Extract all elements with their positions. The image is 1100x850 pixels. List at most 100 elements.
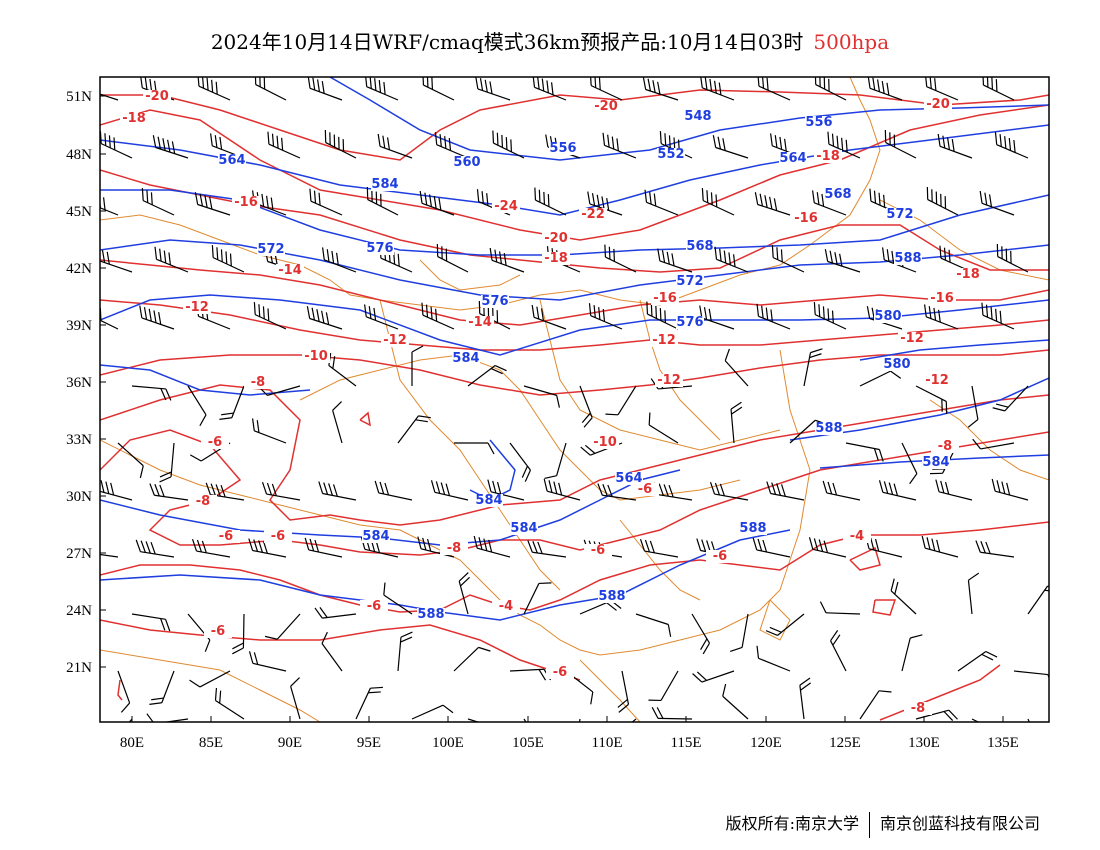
wind-barb xyxy=(644,189,679,216)
wind-barb xyxy=(722,683,749,720)
wind-barb xyxy=(605,385,637,416)
wind-barb xyxy=(454,442,495,455)
pressure-level-label: 500hpa xyxy=(813,30,890,54)
wind-barb xyxy=(141,188,175,216)
wind-barb xyxy=(975,540,1015,558)
height-label: 584 xyxy=(510,521,537,536)
lat-label: 27N xyxy=(66,546,92,562)
wind-barb xyxy=(937,133,973,159)
wind-barb xyxy=(411,345,424,386)
wind-barb xyxy=(692,670,735,683)
wind-barb xyxy=(527,540,567,558)
wind-barb xyxy=(419,190,455,216)
wind-barb xyxy=(579,385,593,428)
wind-barb xyxy=(436,244,469,273)
wind-barb xyxy=(926,187,959,216)
temperature-isotherm xyxy=(872,599,897,616)
height-contour xyxy=(100,364,311,396)
wind-barb xyxy=(318,481,357,501)
wind-barb xyxy=(248,651,287,672)
wind-barb xyxy=(765,613,805,636)
wind-barb xyxy=(813,302,847,330)
map-title: 2024年10月14日WRF/cmaq模式36km预报产品:10月14日03时 5… xyxy=(0,26,1100,55)
border-line xyxy=(619,519,701,601)
wind-barb xyxy=(709,482,749,501)
wind-barb xyxy=(253,302,287,330)
wind-barb xyxy=(691,613,711,655)
wind-barb xyxy=(453,646,491,672)
wind-barb xyxy=(100,480,133,501)
wind-barb xyxy=(981,302,1015,330)
temperature-isotherm xyxy=(100,429,1049,556)
temperature-label: -14 xyxy=(468,315,492,330)
wind-barb xyxy=(878,480,917,501)
wind-barb xyxy=(967,385,979,428)
temperature-label: -12 xyxy=(185,300,209,315)
wind-barb xyxy=(205,482,245,501)
lat-label: 48N xyxy=(66,147,92,163)
lat-label: 33N xyxy=(66,432,92,448)
wind-barb xyxy=(467,364,507,387)
wind-barb xyxy=(149,483,189,501)
wind-barb xyxy=(232,613,245,655)
lat-label: 45N xyxy=(66,204,92,220)
wind-barb xyxy=(139,305,175,330)
wind-barb xyxy=(252,190,287,216)
temperature-isotherm xyxy=(100,349,1049,396)
wind-barb xyxy=(543,478,581,501)
wind-barb xyxy=(307,77,343,101)
height-label: 580 xyxy=(874,309,901,324)
wind-barb xyxy=(219,385,245,420)
temperature-label: -6 xyxy=(591,543,605,558)
height-label: 560 xyxy=(453,155,480,170)
temperature-label: -8 xyxy=(911,701,925,716)
wind-barb xyxy=(117,670,131,713)
wind-barb xyxy=(383,582,413,615)
wind-barb xyxy=(845,442,884,462)
wind-barb xyxy=(290,677,301,720)
wind-barb xyxy=(187,385,207,427)
wind-barb xyxy=(921,535,959,558)
wind-barb xyxy=(531,304,567,330)
temperature-isotherm xyxy=(100,259,1049,326)
map-frame xyxy=(99,76,1050,723)
temperature-label: -18 xyxy=(544,251,568,266)
temperature-label: -12 xyxy=(383,333,407,348)
wind-barb xyxy=(824,249,861,273)
height-label: 588 xyxy=(417,607,444,622)
wind-barb xyxy=(639,539,679,558)
temperature-label: -20 xyxy=(145,89,169,104)
lat-label: 24N xyxy=(66,603,92,619)
wind-barb xyxy=(322,247,357,273)
height-label: 588 xyxy=(815,421,842,436)
temperature-label: -6 xyxy=(367,599,381,614)
wind-barb xyxy=(473,535,511,558)
wind-barb xyxy=(214,687,245,720)
height-label: 572 xyxy=(886,207,913,222)
temperature-label: -12 xyxy=(657,373,681,388)
temperature-label: -10 xyxy=(304,349,328,364)
wind-barb xyxy=(972,438,1015,450)
lon-label: 100E xyxy=(432,735,464,751)
lon-label: 130E xyxy=(908,735,940,751)
height-contour xyxy=(100,124,1049,216)
height-label: 556 xyxy=(549,141,576,156)
temperature-label: -8 xyxy=(447,541,461,556)
wind-barb xyxy=(915,709,958,721)
lon-label: 85E xyxy=(199,735,223,751)
wind-barb xyxy=(304,537,343,558)
wind-barb xyxy=(712,135,749,159)
lat-label: 51N xyxy=(66,89,92,105)
wind-barb xyxy=(397,631,413,672)
wind-barb xyxy=(812,190,847,216)
temperature-label: -8 xyxy=(938,439,952,454)
title-text: 2024年10月14日WRF/cmaq模式36km预报产品:10月14日03时 xyxy=(210,30,804,54)
wind-barb xyxy=(434,132,469,159)
wind-barb xyxy=(131,613,171,632)
wind-barb xyxy=(248,538,287,558)
wind-barb xyxy=(604,244,637,273)
border-line xyxy=(100,77,881,311)
temperature-label: -12 xyxy=(900,331,924,346)
wind-barb xyxy=(267,131,301,159)
lat-label: 36N xyxy=(66,375,92,391)
